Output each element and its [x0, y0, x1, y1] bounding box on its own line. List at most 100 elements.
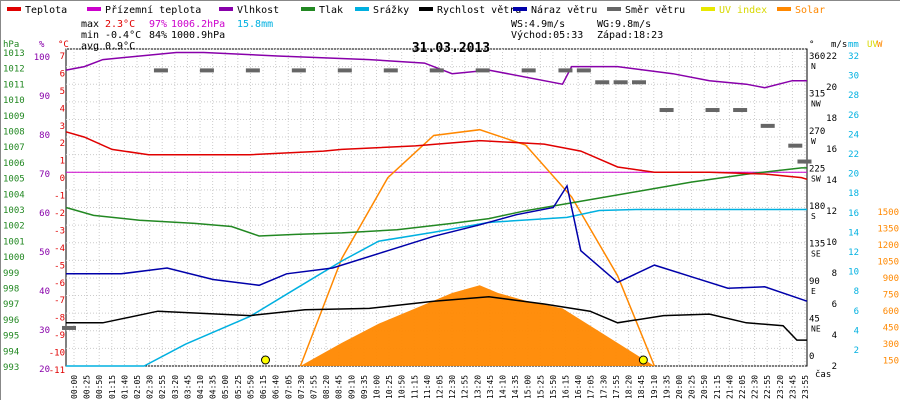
axis-dir-name: NE — [811, 325, 821, 334]
x-axis: 00:00 00:25 00:50 01:15 01:40 02:05 02:30 02:55… — [70, 369, 831, 399]
right-axes: ° m/s mm UV W360N315NW270W225SW180S135SE90E4… — [809, 40, 899, 372]
x-tick-label: 03:45 — [183, 375, 192, 399]
stat-sunset: Západ:18:23 — [597, 29, 663, 41]
x-tick-label: 15:50 — [549, 375, 558, 399]
left-axes: hPa% °C1013101210111010100910081007100610… — [3, 40, 69, 376]
axis-hum-tick: 50 — [39, 248, 50, 258]
x-tick-label: 21:15 — [713, 375, 722, 399]
axis-temp-tick: 3 — [60, 122, 65, 132]
x-tick-label: 00:00 — [70, 375, 79, 399]
x-tick-label: 09:10 — [347, 375, 356, 399]
x-tick-label: 11:15 — [410, 375, 419, 399]
axis-dir-deg: 180 — [809, 202, 825, 212]
legend-label-6: Náraz větru — [531, 4, 597, 16]
stat-min-temp: -0.4°C — [105, 30, 141, 41]
solar-area — [300, 285, 655, 366]
x-tick-label: 15:00 — [524, 375, 533, 399]
axis-dir-deg: 270 — [809, 127, 825, 137]
axis-hum-tick: 80 — [39, 131, 50, 141]
axis-temp-tick: -5 — [54, 261, 65, 271]
wind-dir-mark — [558, 68, 573, 73]
wind-dir-mark — [613, 80, 628, 85]
x-tick-label: 06:40 — [272, 375, 281, 399]
x-tick-label: 02:55 — [158, 375, 167, 399]
x-tick-label: 12:30 — [448, 375, 457, 399]
axis-ms-tick: 20 — [826, 83, 837, 93]
axis-mm-tick: 32 — [848, 52, 859, 62]
x-tick-label: 21:40 — [725, 375, 734, 399]
axis-hpa-tick: 993 — [3, 363, 19, 373]
x-tick-label: 12:55 — [461, 375, 470, 399]
wind-dir-mark — [797, 159, 812, 164]
axis-mm-tick: 20 — [848, 170, 859, 180]
axis-temp-tick: 5 — [60, 87, 65, 97]
axis-mm-tick: 18 — [848, 189, 859, 199]
axis-hpa-tick: 995 — [3, 332, 19, 342]
x-tick-label: 20:00 — [675, 375, 684, 399]
axis-hpa-tick: 1009 — [3, 112, 25, 122]
x-tick-label: 13:45 — [486, 375, 495, 399]
uv-marker — [261, 355, 270, 365]
x-tick-label: 11:40 — [423, 375, 432, 399]
x-tick-label: 05:00 — [221, 375, 230, 399]
x-tick-label: 10:25 — [385, 375, 394, 399]
x-tick-label: 04:35 — [209, 375, 218, 399]
stat-min-label: min — [81, 30, 99, 41]
x-tick-label: 10:00 — [372, 375, 381, 399]
axis-dir-name: E — [811, 287, 816, 296]
axis-w-tick: 1350 — [877, 225, 899, 235]
wind-dir-mark — [760, 123, 775, 128]
x-tick-label: 15:25 — [536, 375, 545, 399]
axis-dir-name: N — [811, 62, 816, 71]
x-tick-label: 16:15 — [562, 375, 571, 399]
axis-mm-tick: 4 — [854, 326, 859, 336]
axis-dir-deg: 90 — [809, 277, 820, 287]
axis-w-tick: 900 — [883, 274, 899, 284]
x-tick-label: 02:05 — [133, 375, 142, 399]
x-tick-label: 23:45 — [788, 375, 797, 399]
x-tick-label: 00:25 — [83, 375, 92, 399]
axis-temp-tick: -3 — [54, 226, 65, 236]
stat-min-hum: 84% — [149, 30, 167, 41]
axis-mm-unit: mm — [848, 40, 859, 50]
axis-ms-tick: 18 — [826, 114, 837, 124]
x-tick-label: 12:05 — [436, 375, 445, 399]
x-axis-label: čas — [815, 369, 831, 380]
axis-hpa-tick: 994 — [3, 347, 19, 357]
axis-hum-tick: 30 — [39, 326, 50, 336]
rain-line — [66, 208, 807, 367]
wind-dir-mark — [576, 68, 591, 73]
axis-hpa-tick: 1011 — [3, 80, 25, 90]
legend-label-9: Solar — [795, 5, 825, 16]
axis-hpa-tick: 999 — [3, 269, 19, 279]
axis-dir-deg: 135 — [809, 240, 825, 250]
axis-hpa-tick: 1010 — [3, 96, 25, 106]
x-tick-label: 22:05 — [738, 375, 747, 399]
axis-ms-tick: 12 — [826, 207, 837, 217]
x-tick-label: 23:20 — [776, 375, 785, 399]
legend-swatch-8 — [701, 7, 715, 11]
axis-hpa-tick: 1001 — [3, 237, 25, 247]
axis-hum-tick: 90 — [39, 92, 50, 102]
axis-w-tick: 150 — [883, 357, 899, 367]
wind-speed-line — [66, 296, 807, 341]
legend-swatch-4 — [355, 7, 369, 11]
wind-gust-line — [66, 183, 808, 302]
wind-dir-mark — [62, 325, 76, 330]
axis-dir-deg: 45 — [809, 315, 820, 325]
axis-w-tick: 600 — [883, 307, 899, 317]
axis-mm-tick: 6 — [854, 307, 859, 317]
axis-ms-tick: 22 — [826, 52, 837, 62]
axis-mm-tick: 26 — [848, 111, 859, 121]
stat-max-hum: 97% — [149, 19, 167, 30]
x-tick-label: 20:50 — [700, 375, 709, 399]
axis-temp-tick: 0 — [60, 174, 65, 184]
x-tick-label: 07:30 — [297, 375, 306, 399]
axis-mm-tick: 22 — [848, 150, 859, 160]
axis-w-unit: W — [877, 40, 883, 50]
x-tick-label: 14:10 — [499, 375, 508, 399]
wind-dir-mark — [383, 68, 398, 73]
axis-hpa-tick: 997 — [3, 300, 19, 310]
axis-hum-tick: 100 — [34, 53, 50, 63]
axis-ms-tick: 2 — [832, 362, 837, 372]
